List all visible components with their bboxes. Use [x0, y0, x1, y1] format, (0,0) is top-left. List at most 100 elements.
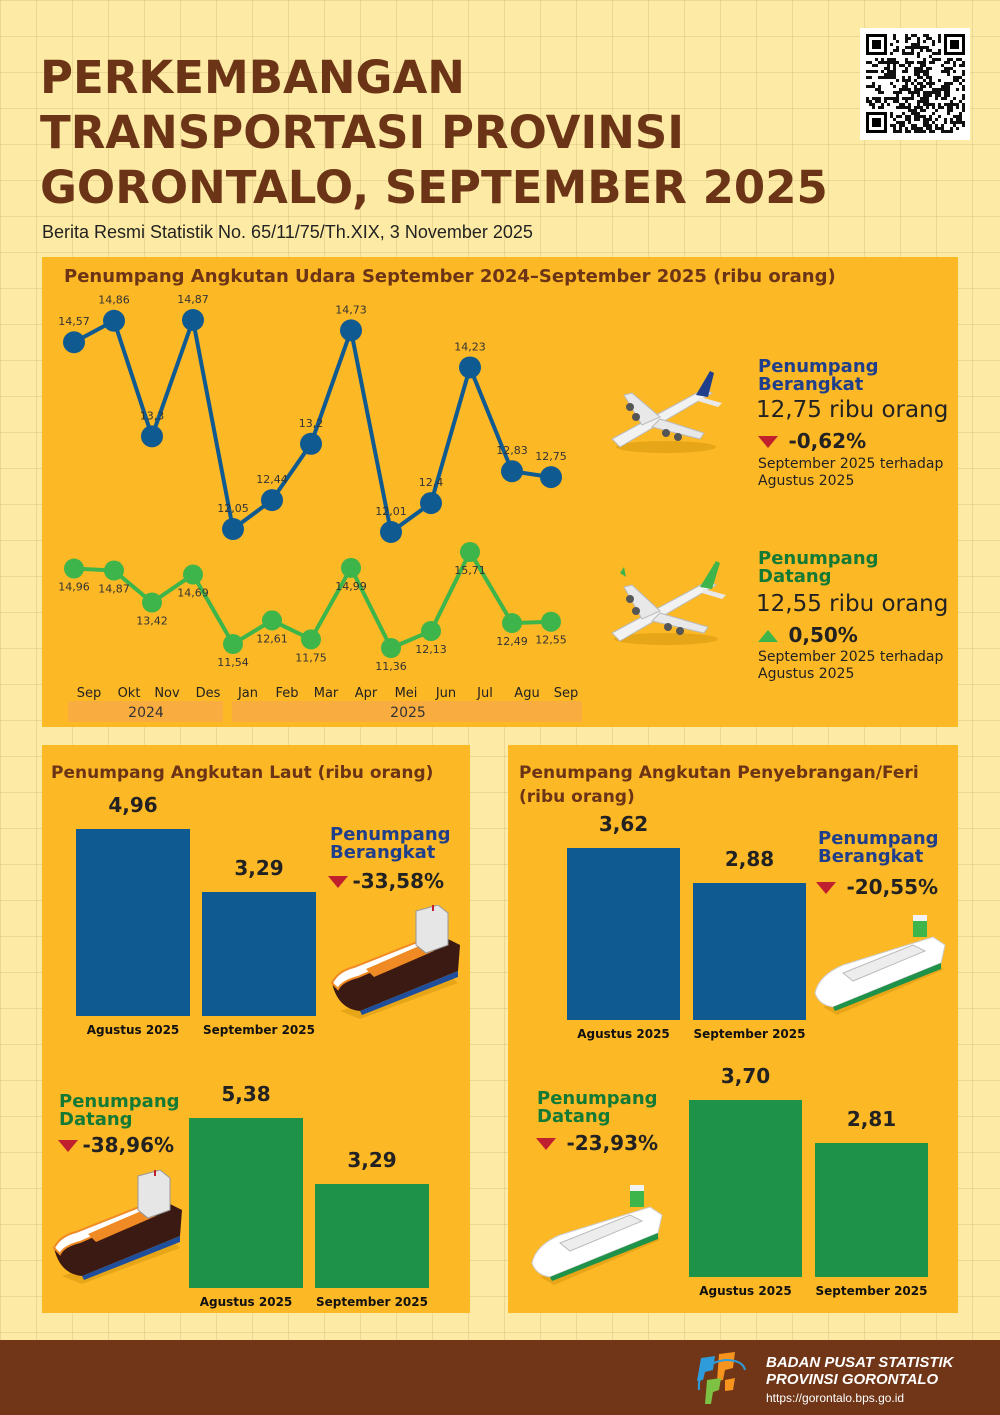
year-label-2025: 2025	[390, 705, 426, 721]
ferry-arrival-label: Penumpang Datang	[537, 1090, 658, 1126]
bar-value-label: 3,70	[720, 1064, 771, 1089]
bar	[76, 829, 190, 1016]
data-point	[501, 460, 523, 483]
data-point	[103, 309, 125, 332]
data-point	[459, 356, 481, 379]
data-point	[421, 621, 441, 642]
data-label: 12,05	[217, 502, 249, 515]
ferry-panel-title-line1: Penumpang Angkutan Penyebrangan/Feri	[519, 763, 919, 783]
bar	[689, 1100, 802, 1277]
bar	[202, 891, 316, 1016]
title-line-1: PERKEMBANGAN	[40, 51, 465, 104]
bar-value-label: 2,81	[846, 1106, 897, 1131]
air-departure-change-value: -0,62%	[788, 429, 867, 453]
data-label: 15,71	[454, 564, 486, 577]
down-arrow-icon	[536, 1138, 556, 1150]
year-band-2024	[68, 701, 223, 722]
data-point	[380, 521, 402, 543]
data-point	[141, 425, 163, 448]
bar-category-label: September 2025	[203, 1023, 315, 1037]
data-label: 11,36	[375, 660, 407, 673]
bar-value-label: 3,62	[598, 812, 649, 837]
data-point	[182, 309, 204, 331]
x-tick-label: Agu	[514, 686, 539, 701]
ferry-transport-panel: Penumpang Angkutan Penyebrangan/Feri (ri…	[508, 745, 958, 1313]
cargo-ship-icon	[52, 1169, 187, 1285]
air-departure-note-line1: September 2025 terhadap	[758, 456, 944, 472]
cargo-ship-icon	[330, 904, 465, 1020]
data-point	[301, 629, 321, 650]
x-tick-label: Des	[196, 686, 221, 701]
data-label: 13,3	[140, 409, 165, 422]
air-departure-note: September 2025 terhadap Agustus 2025	[758, 456, 943, 490]
ferry-icon	[813, 915, 948, 1015]
sea-transport-panel: Penumpang Angkutan Laut (ribu orang) 4,9…	[42, 745, 470, 1313]
data-label: 14,96	[58, 581, 90, 594]
bar	[567, 848, 680, 1020]
data-point	[541, 611, 561, 632]
air-departure-value: 12,75 ribu orang	[756, 397, 949, 423]
data-point	[300, 432, 322, 455]
data-label: 13,2	[299, 417, 324, 430]
footer-org-line2: PROVINSI GORONTALO	[766, 1371, 939, 1388]
sea-departure-label: Penumpang Berangkat	[330, 826, 451, 862]
down-arrow-icon	[58, 1140, 78, 1152]
data-label: 14,69	[177, 587, 209, 600]
data-point	[104, 560, 124, 581]
subtitle: Berita Resmi Statistik No. 65/11/75/Th.X…	[42, 222, 533, 242]
air-arrival-label-line1: Penumpang	[758, 548, 879, 569]
x-tick-label: Jun	[435, 686, 456, 701]
ferry-departure-label-line2: Berangkat	[818, 846, 924, 867]
bar-category-label: September 2025	[316, 1295, 428, 1309]
bar	[815, 1142, 928, 1277]
data-label: 14,87	[98, 583, 130, 596]
ferry-departure-label-line1: Penumpang	[818, 828, 939, 849]
sea-arrival-change-value: -38,96%	[82, 1133, 175, 1157]
air-panel-title: Penumpang Angkutan Udara September 2024–…	[64, 266, 836, 287]
data-point	[261, 489, 283, 512]
data-label: 12,13	[415, 643, 447, 656]
sea-departure-label-line2: Berangkat	[330, 842, 436, 863]
bar-category-label: Agustus 2025	[699, 1284, 792, 1298]
data-label: 11,54	[217, 656, 249, 669]
air-line-chart: 14,57 14,86 13,3 14,87 12,05 12,44 13,2 14,73 12…	[58, 293, 582, 722]
airplane-blue-icon	[604, 367, 724, 462]
ferry-arrival-change: -23,93%	[536, 1131, 658, 1155]
data-label: 12,49	[496, 635, 528, 648]
bar-value-label: 5,38	[221, 1081, 271, 1106]
data-point	[381, 638, 401, 658]
x-tick-label: Sep	[554, 686, 579, 701]
data-label: 12,01	[375, 505, 407, 518]
sea-arrival-label-line2: Datang	[59, 1109, 133, 1130]
sea-departure-change: -33,58%	[328, 869, 444, 893]
bar-category-label: September 2025	[693, 1027, 806, 1041]
air-departure-label-line1: Penumpang	[758, 356, 879, 377]
data-point	[223, 634, 243, 655]
data-label: 14,86	[98, 294, 130, 307]
air-transport-panel: Penumpang Angkutan Udara September 2024–…	[42, 257, 958, 727]
sea-departure-label-line1: Penumpang	[330, 824, 451, 845]
ferry-panel-title: Penumpang Angkutan Penyebrangan/Feri (ri…	[519, 761, 919, 809]
data-label: 14,23	[454, 340, 486, 353]
air-departure-label-line2: Berangkat	[758, 374, 864, 395]
x-tick-label: Jul	[476, 686, 493, 701]
air-departure-note-line2: Agustus 2025	[758, 473, 855, 489]
data-point	[540, 466, 562, 489]
x-tick-label: Apr	[355, 686, 378, 701]
data-point	[262, 610, 282, 631]
sea-arrival-change: -38,96%	[58, 1133, 174, 1157]
x-tick-label: Mar	[314, 686, 339, 701]
down-arrow-icon	[816, 882, 836, 894]
ferry-departure-label: Penumpang Berangkat	[818, 830, 939, 866]
air-departure-label: Penumpang Berangkat	[758, 358, 879, 394]
x-tick-label: Okt	[118, 686, 141, 701]
bar-category-label: Agustus 2025	[86, 1023, 180, 1037]
sea-panel-title: Penumpang Angkutan Laut (ribu orang)	[51, 763, 434, 783]
data-label: 14,99	[335, 580, 367, 593]
air-arrival-change: 0,50%	[758, 623, 858, 647]
x-tick-label: Feb	[275, 686, 298, 701]
qr-code-icon[interactable]	[860, 28, 970, 140]
bar-value-label: 3,29	[234, 855, 284, 880]
footer-url[interactable]: https://gorontalo.bps.go.id	[766, 1391, 905, 1405]
air-arrival-label: Penumpang Datang	[758, 550, 879, 586]
